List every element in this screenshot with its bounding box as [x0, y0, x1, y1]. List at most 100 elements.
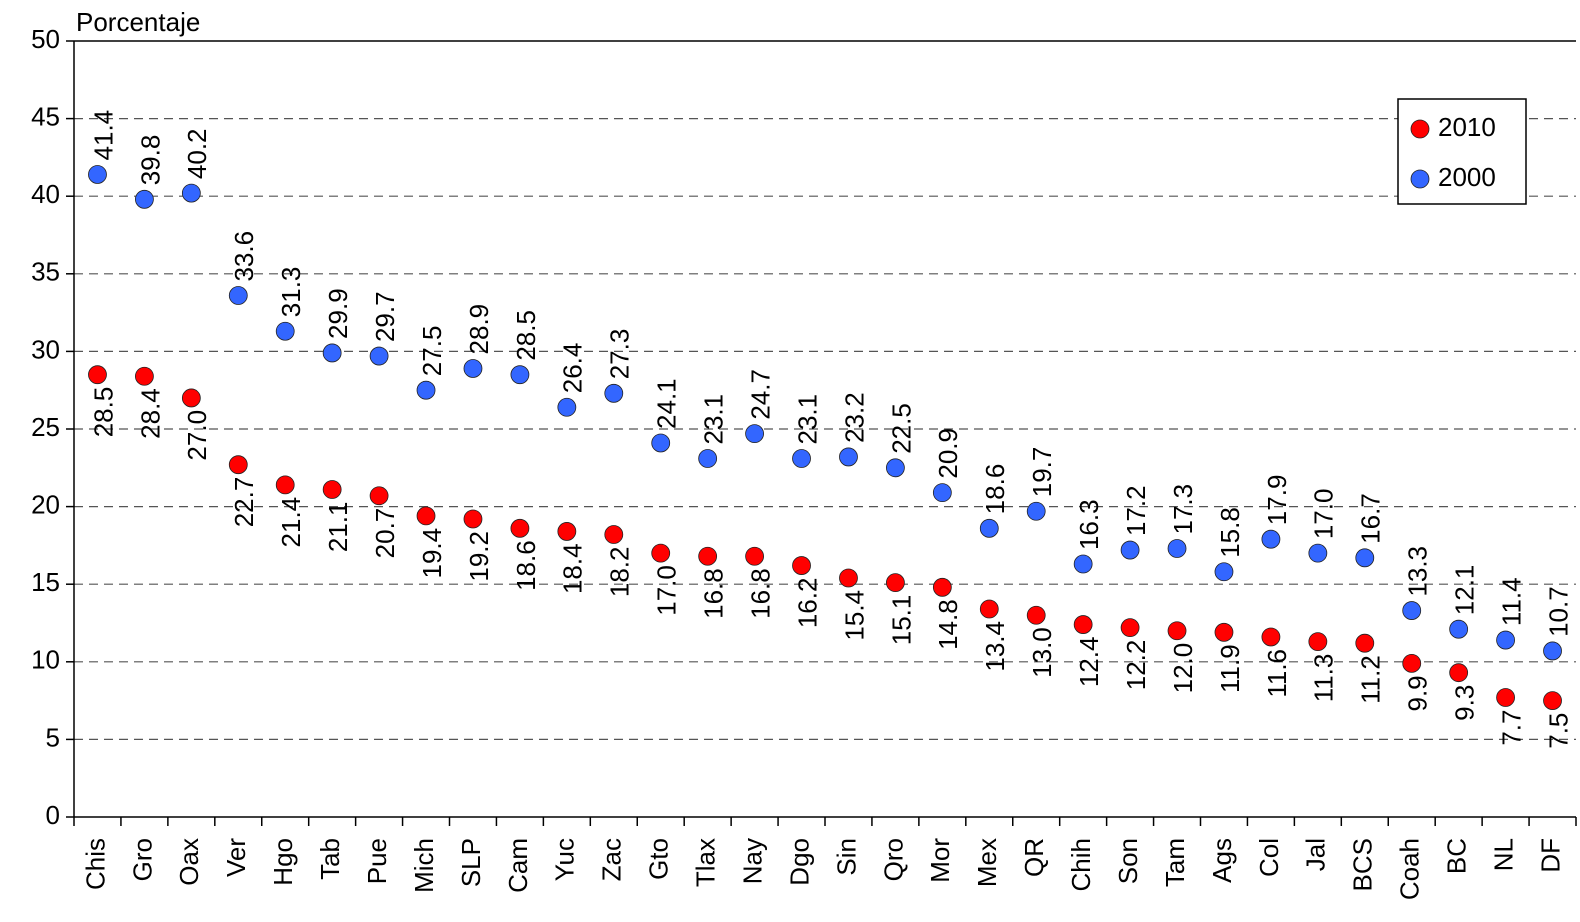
data-label: 9.9: [1403, 675, 1433, 711]
dot: [604, 525, 624, 544]
dot: [322, 480, 342, 499]
dot: [1167, 621, 1187, 641]
dot: [839, 568, 858, 588]
data-label: 13.3: [1403, 546, 1433, 597]
y-tick-label: 40: [31, 179, 60, 209]
dot: [1402, 601, 1422, 620]
y-tick-label: 50: [31, 24, 60, 54]
dot: [228, 455, 248, 475]
data-label: 13.0: [1027, 627, 1057, 678]
data-label: 24.7: [745, 369, 775, 420]
data-label: 19.4: [417, 528, 447, 579]
dot: [604, 383, 624, 403]
data-label: 41.4: [88, 110, 118, 161]
x-tick-label: Gto: [644, 838, 674, 880]
data-label: 11.9: [1215, 644, 1245, 693]
dot: [322, 343, 342, 363]
data-label: 21.1: [323, 502, 353, 553]
data-label: 18.4: [558, 543, 588, 594]
data-label: 28.4: [135, 388, 165, 439]
data-label: 20.9: [933, 428, 963, 479]
dot: [416, 380, 436, 400]
x-tick-label: Tam: [1160, 838, 1190, 887]
x-tick-label: SLP: [456, 838, 486, 887]
x-tick-label: Jal: [1301, 838, 1331, 871]
dot: [416, 506, 436, 526]
data-label: 19.2: [464, 531, 494, 582]
y-tick-label: 0: [46, 800, 60, 830]
legend-marker: [1410, 169, 1430, 189]
y-tick-label: 20: [31, 489, 60, 519]
x-tick-label: Cam: [503, 838, 533, 893]
dot: [1073, 554, 1093, 574]
dot: [886, 458, 905, 478]
data-label: 28.5: [511, 310, 541, 361]
y-tick-label: 10: [31, 645, 60, 675]
dot: [1026, 501, 1046, 521]
data-label: 14.8: [933, 599, 963, 650]
data-label: 21.4: [276, 497, 306, 548]
dot: [275, 321, 295, 341]
dot: [792, 556, 811, 575]
x-tick-label: Coah: [1395, 838, 1425, 900]
dot: [1026, 605, 1046, 625]
dot: [1120, 618, 1140, 638]
data-label: 26.4: [558, 343, 588, 394]
data-label: 20.7: [370, 508, 400, 559]
data-label: 22.5: [886, 403, 916, 454]
x-tick-label: Zac: [597, 838, 627, 881]
dot: [88, 365, 107, 385]
x-tick-label: Ags: [1207, 838, 1237, 883]
dot: [1261, 627, 1281, 647]
data-label: 17.0: [1309, 489, 1339, 540]
data-label: 13.4: [980, 621, 1010, 672]
data-label: 29.7: [370, 291, 400, 342]
data-label: 33.6: [229, 231, 259, 282]
data-label: 23.2: [839, 392, 869, 443]
data-label: 39.8: [135, 135, 165, 186]
x-tick-label: Hgo: [268, 838, 298, 886]
dot: [1214, 622, 1234, 642]
data-label: 17.0: [652, 565, 682, 616]
x-tick-label: BCS: [1348, 838, 1378, 891]
data-label: 29.9: [323, 288, 353, 339]
x-tick-label: Mich: [409, 838, 439, 893]
data-label: 27.5: [417, 326, 447, 377]
data-label: 15.1: [886, 595, 916, 646]
data-label: 19.7: [1027, 447, 1057, 498]
data-label: 18.2: [605, 547, 635, 598]
data-label: 16.7: [1356, 493, 1386, 544]
data-label: 11.4: [1496, 577, 1526, 626]
dot: [1496, 688, 1515, 707]
data-label: 7.7: [1496, 709, 1526, 745]
data-label: 17.3: [1168, 484, 1198, 535]
x-tick-label: NL: [1488, 838, 1518, 871]
x-tick-label: Sin: [831, 838, 861, 876]
dot: [932, 577, 952, 597]
y-tick-label: 25: [31, 412, 60, 442]
dot: [1167, 539, 1187, 558]
legend-label: 2000: [1438, 162, 1496, 192]
dot: [1214, 562, 1234, 582]
x-tick-label: BC: [1442, 838, 1472, 874]
dot: [792, 449, 811, 468]
dot: [135, 366, 154, 386]
data-label: 31.3: [276, 267, 306, 318]
data-label: 12.2: [1121, 640, 1151, 691]
x-tick-label: Tlax: [691, 838, 721, 887]
data-label: 28.5: [88, 387, 118, 438]
dot: [88, 165, 107, 184]
dot: [979, 599, 999, 619]
dot: [1308, 543, 1328, 563]
data-label: 9.3: [1450, 685, 1480, 721]
data-label: 18.6: [980, 464, 1010, 515]
dot: [135, 189, 154, 209]
data-label: 12.4: [1074, 637, 1104, 688]
dot: [510, 365, 530, 385]
x-tick-label: Oax: [174, 838, 204, 886]
data-label: 27.3: [605, 329, 635, 380]
x-tick-label: Ver: [221, 838, 251, 877]
data-label: 17.9: [1262, 475, 1292, 526]
x-tick-label: QR: [1019, 838, 1049, 877]
data-label: 16.8: [699, 568, 729, 619]
